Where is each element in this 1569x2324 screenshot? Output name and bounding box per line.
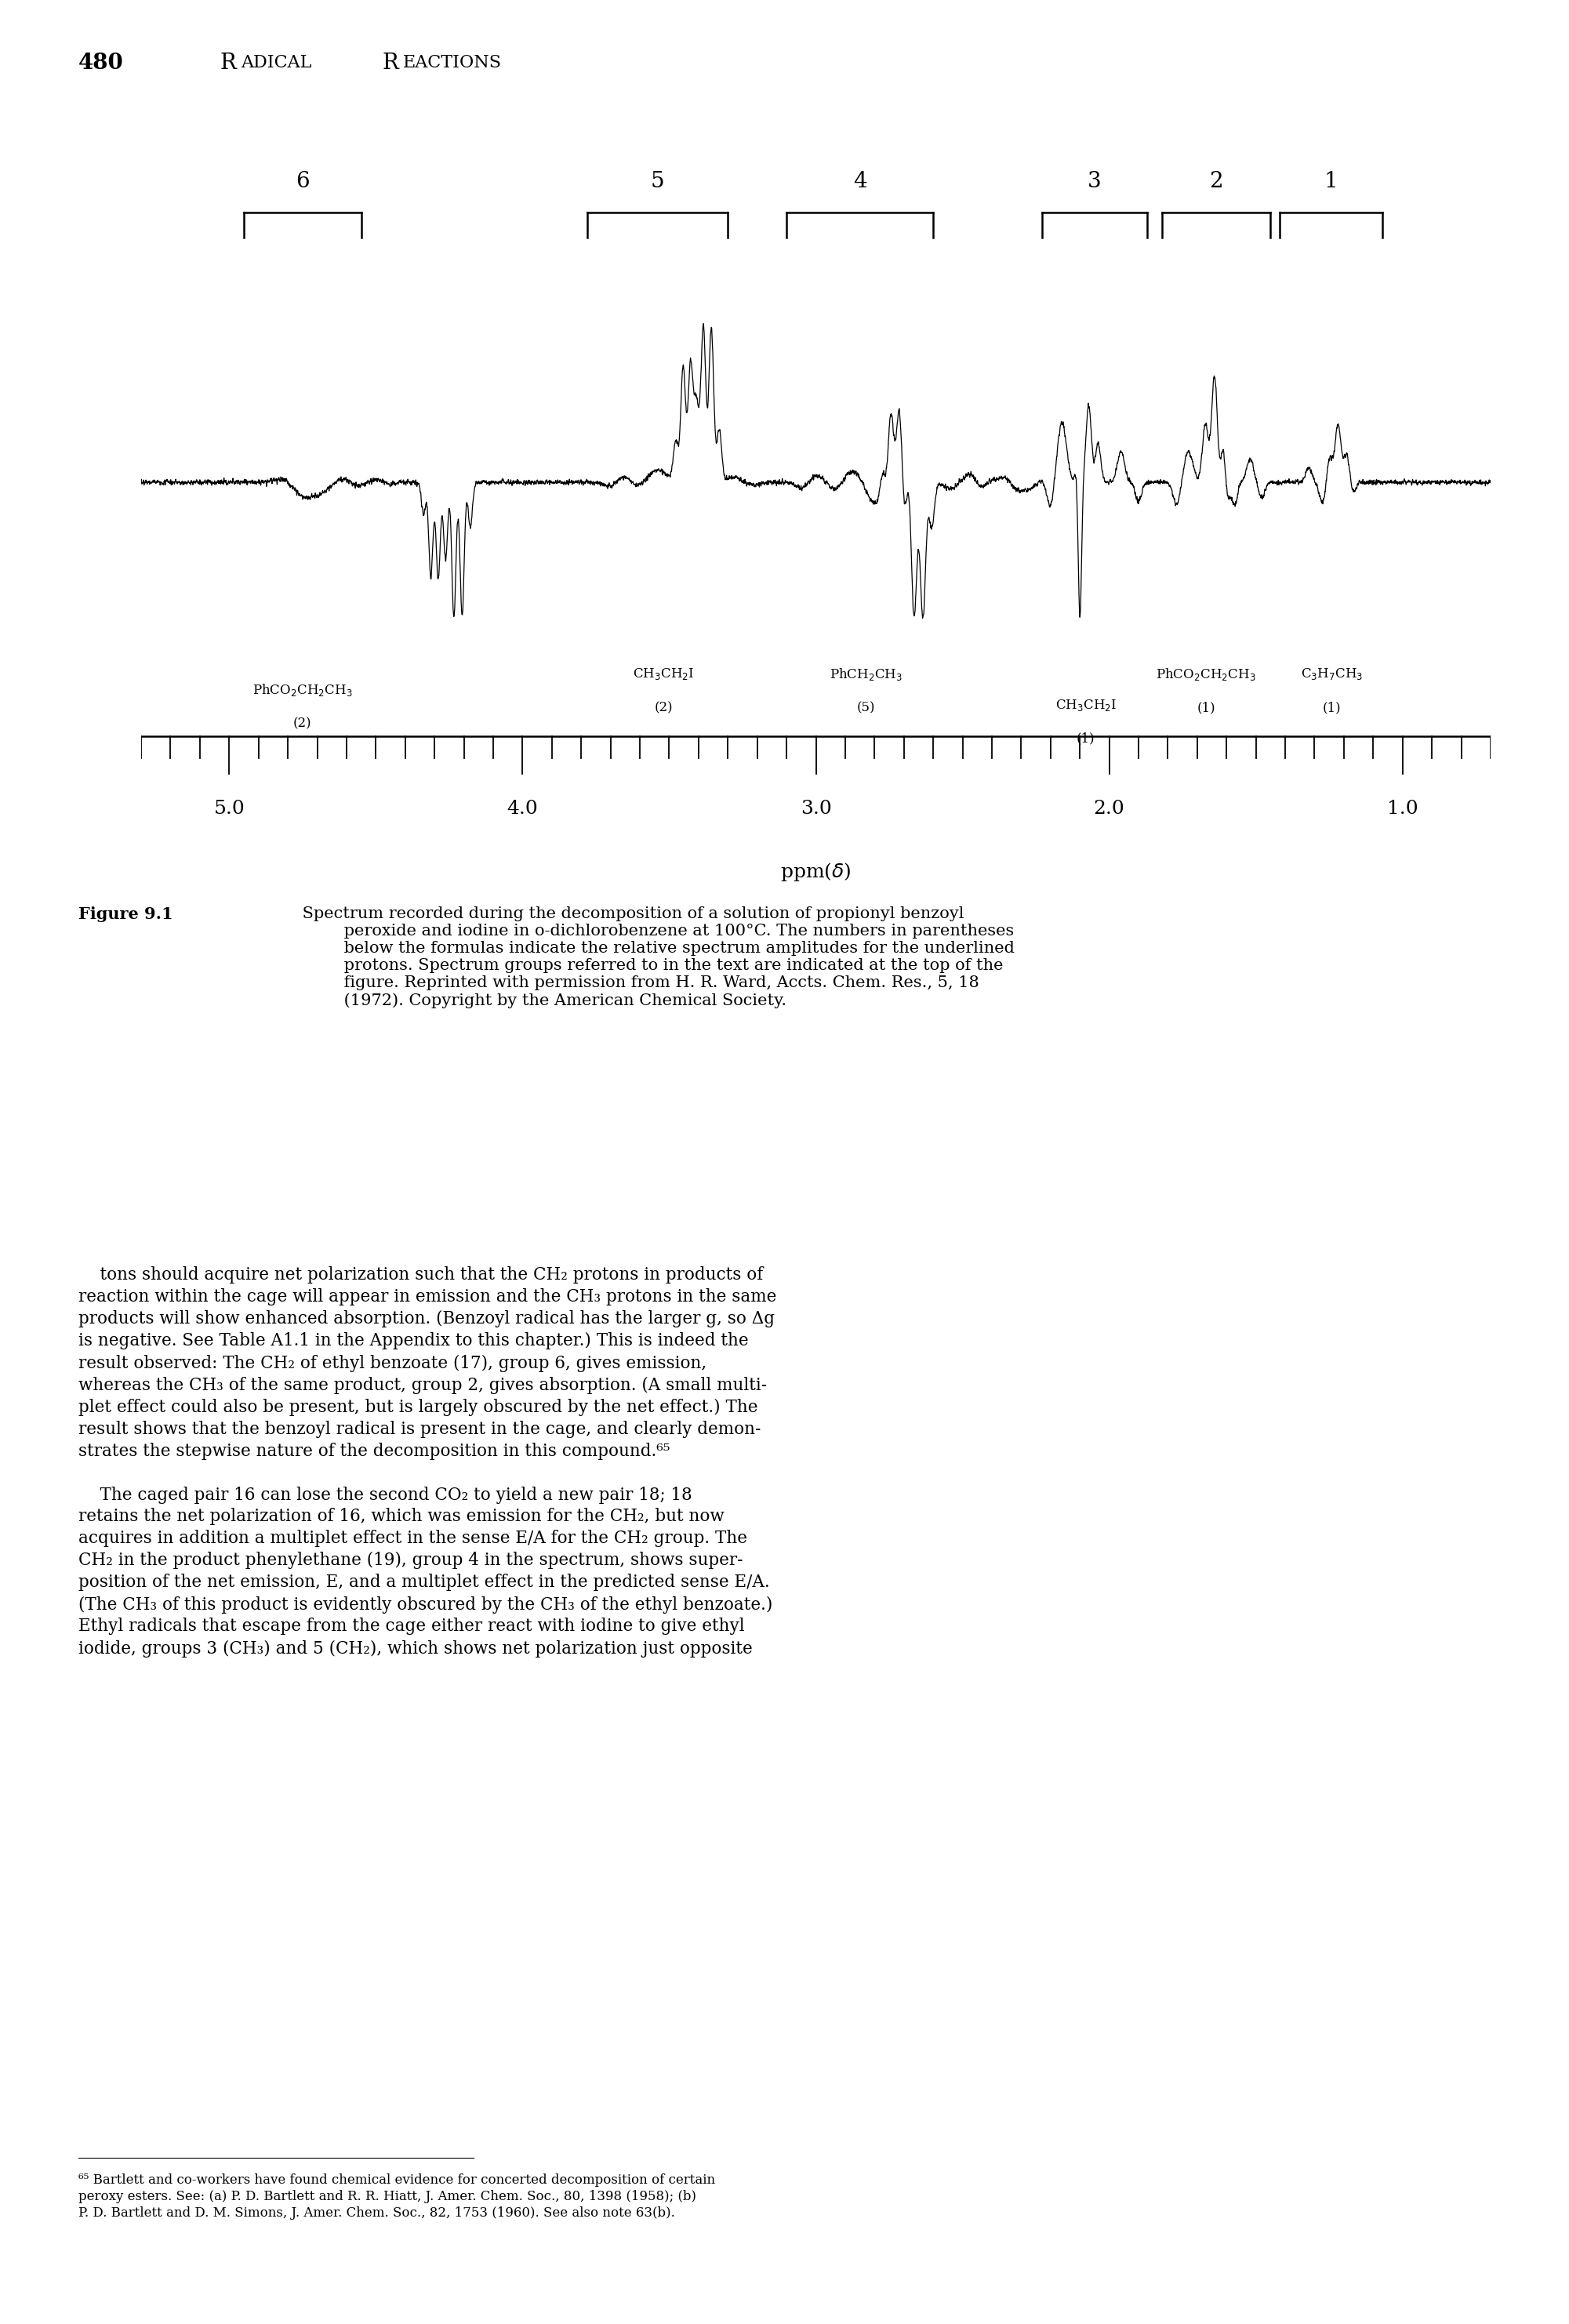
Text: 480: 480 — [78, 51, 124, 74]
Text: PhCO$_2$CH$_2$CH$_3$: PhCO$_2$CH$_2$CH$_3$ — [253, 683, 353, 697]
Text: R: R — [220, 51, 235, 74]
Text: ⁶⁵ Bartlett and co-workers have found chemical evidence for concerted decomposit: ⁶⁵ Bartlett and co-workers have found ch… — [78, 2173, 715, 2219]
Text: 6: 6 — [295, 172, 309, 193]
Text: PhCO$_2$CH$_2$CH$_3$: PhCO$_2$CH$_2$CH$_3$ — [1156, 667, 1257, 683]
Text: CH$_3$CH$_2$I: CH$_3$CH$_2$I — [1054, 697, 1117, 713]
Text: 4: 4 — [854, 172, 866, 193]
Text: tons should acquire net polarization such that the CH₂ protons in products of
re: tons should acquire net polarization suc… — [78, 1267, 777, 1657]
Text: (2): (2) — [293, 716, 312, 730]
Text: C$_3$H$_7$CH$_3$: C$_3$H$_7$CH$_3$ — [1301, 667, 1363, 681]
Text: (2): (2) — [654, 702, 673, 716]
Text: ppm($\delta$): ppm($\delta$) — [780, 860, 852, 883]
Text: 2: 2 — [1210, 172, 1224, 193]
Text: (5): (5) — [857, 702, 876, 716]
Text: PhCH$_2$CH$_3$: PhCH$_2$CH$_3$ — [830, 667, 902, 683]
Text: 2.0: 2.0 — [1094, 799, 1125, 818]
Text: Spectrum recorded during the decomposition of a solution of propionyl benzoyl
  : Spectrum recorded during the decompositi… — [298, 906, 1015, 1009]
Text: CH$_3$CH$_2$I: CH$_3$CH$_2$I — [632, 667, 693, 681]
Text: (1): (1) — [1197, 702, 1216, 716]
Text: 3.0: 3.0 — [800, 799, 832, 818]
Text: 1: 1 — [1324, 172, 1338, 193]
Text: R: R — [383, 51, 399, 74]
Text: 3: 3 — [1087, 172, 1101, 193]
Text: 5: 5 — [651, 172, 664, 193]
Text: Figure 9.1: Figure 9.1 — [78, 906, 173, 923]
Text: EACTIONS: EACTIONS — [403, 53, 502, 72]
Text: (1): (1) — [1323, 702, 1341, 716]
Text: ADICAL: ADICAL — [242, 53, 317, 72]
Text: 4.0: 4.0 — [507, 799, 538, 818]
Text: 5.0: 5.0 — [213, 799, 245, 818]
Text: (1): (1) — [1076, 732, 1095, 746]
Text: 1.0: 1.0 — [1387, 799, 1418, 818]
